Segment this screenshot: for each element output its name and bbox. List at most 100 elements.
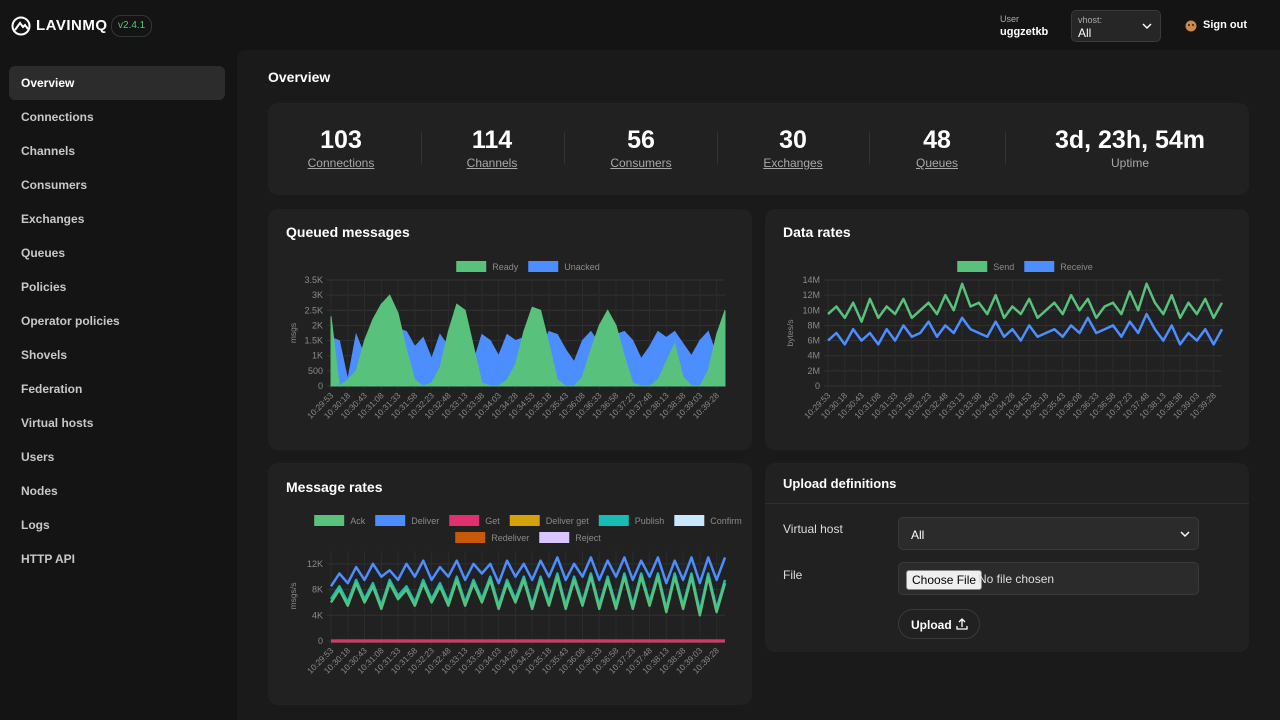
line [827,312,1224,346]
stat-divider [564,132,565,164]
chart-card: Data rates 0 2M 4M 6M 8M 10M 12M 14M 10:29:53 10:3… [765,209,1249,450]
legend-label: Get [485,516,500,526]
nav-item[interactable]: Overview [9,66,225,100]
y-tick-label: 1.5K [304,336,323,346]
choose-file-button[interactable]: Choose File [906,570,983,590]
version-badge: v2.4.1 [111,15,153,37]
user-label: User [1000,14,1020,24]
nav-item[interactable]: Consumers [21,178,88,192]
area [330,294,726,387]
nav-item[interactable]: Shovels [21,348,68,362]
vhost-select[interactable]: vhost: All [1071,10,1161,42]
nav-item[interactable]: Users [21,450,55,464]
nav-item[interactable]: Connections [21,110,94,124]
y-tick-label: 1K [312,351,323,361]
card-title: Queued messages [286,224,410,240]
stat-label: Queues [915,156,959,170]
sign-out-label: Sign out [1203,19,1247,31]
brand: LAVINMQ [36,17,108,34]
stat[interactable]: 56 Consumers [610,124,671,170]
nav-item[interactable]: HTTP API [21,552,76,566]
vhost-select[interactable]: All [898,517,1199,550]
stat-value: 3d, 23h, 54m [1054,126,1206,154]
y-tick-label: 8K [312,585,323,595]
legend-label: Redeliver [491,533,529,543]
y-tick-label: 2K [312,320,323,330]
stat-label: Exchanges [763,156,823,170]
stat-divider [421,132,422,164]
legend-label: Ack [350,516,366,526]
stat-divider [717,132,718,164]
sidebar: Overview Connections Channels Consumers Exch… [0,50,237,720]
legend-label: Publish [635,516,665,526]
stat[interactable]: 30 Exchanges [763,124,822,170]
stat-label: Connections [307,156,375,170]
file-status: No file chosen [978,572,1055,586]
nav-item[interactable]: Exchanges [21,212,85,226]
sign-out[interactable]: Sign out [1185,19,1247,35]
nav-item[interactable]: Policies [21,280,67,294]
stat-divider [1005,132,1006,164]
vhost-value: All [1078,26,1092,40]
y-tick-label: 8M [807,320,820,330]
user-name: uggzetkb [1000,26,1049,38]
stat-label: Channels [466,156,518,170]
stat[interactable]: 103 Connections [308,124,375,170]
field-label: File [783,568,803,582]
legend-swatch [1024,261,1055,272]
stat-value: 56 [627,126,655,154]
legend-swatch [455,532,486,543]
upload-label: Upload [911,618,952,632]
nav-item[interactable]: Federation [21,382,83,396]
legend-swatch [456,261,487,272]
legend-label: Reject [575,533,601,543]
nav-item[interactable]: Nodes [21,484,58,498]
legend-swatch [674,515,705,526]
nav-item[interactable]: Logs [21,518,50,532]
sign-out-icon [1185,20,1197,32]
vhost-label: vhost: [1078,15,1103,25]
stats-card [268,103,1249,195]
upload-icon [956,618,968,630]
chart: 02M4M6M8M10M12M14M10:29:5310:30:1810:30:… [785,261,1224,421]
chart-card: Queued messages 0 500 1K 1.5K 2K 2.5K 3K 3.5K 10:… [268,209,752,450]
chart-card: Message rates 0 4K 8K 12K 10:29:53 10:30:18 10:… [268,463,752,705]
legend-label: Confirm [710,516,742,526]
upload-card: Upload definitions Virtual host All File… [765,463,1249,652]
field-label: Virtual host [783,522,843,536]
nav-item[interactable]: Queues [21,246,66,260]
nav-item[interactable]: Operator policies [21,314,120,328]
upload-button[interactable]: Upload [898,609,980,639]
legend-label: Send [993,262,1014,272]
nav-item[interactable]: Channels [21,144,76,158]
y-tick-label: 0 [815,381,820,391]
y-tick-label: 12M [802,290,820,300]
y-tick-label: 4M [807,351,820,361]
stat[interactable]: 48 Queues [916,124,958,170]
stat-label: Consumers [610,156,672,170]
legend-swatch [449,515,480,526]
legend-label: Deliver get [546,516,590,526]
line [329,575,727,617]
line [827,282,1224,323]
chart: 04K8K12K10:29:5310:30:1810:30:4310:31:08… [288,515,742,676]
y-tick-label: 2M [807,366,820,376]
y-tick-label: 0 [318,636,323,646]
y-tick-label: 10M [802,305,820,315]
legend-swatch [375,515,406,526]
legend-swatch [539,532,570,543]
legend-swatch [314,515,345,526]
legend-swatch [509,515,540,526]
legend-swatch [528,261,559,272]
card-title: Data rates [783,224,851,240]
stat-divider [869,132,870,164]
stat-value: 103 [320,126,362,154]
nav-item[interactable]: Virtual hosts [21,416,94,430]
stat-label: Uptime [1110,156,1150,170]
y-tick-label: 500 [308,366,323,376]
stat[interactable]: 114 Channels [467,124,518,170]
chevron [1180,531,1190,538]
legend-label: Receive [1060,262,1093,272]
y-axis-label: msgs [288,323,298,343]
